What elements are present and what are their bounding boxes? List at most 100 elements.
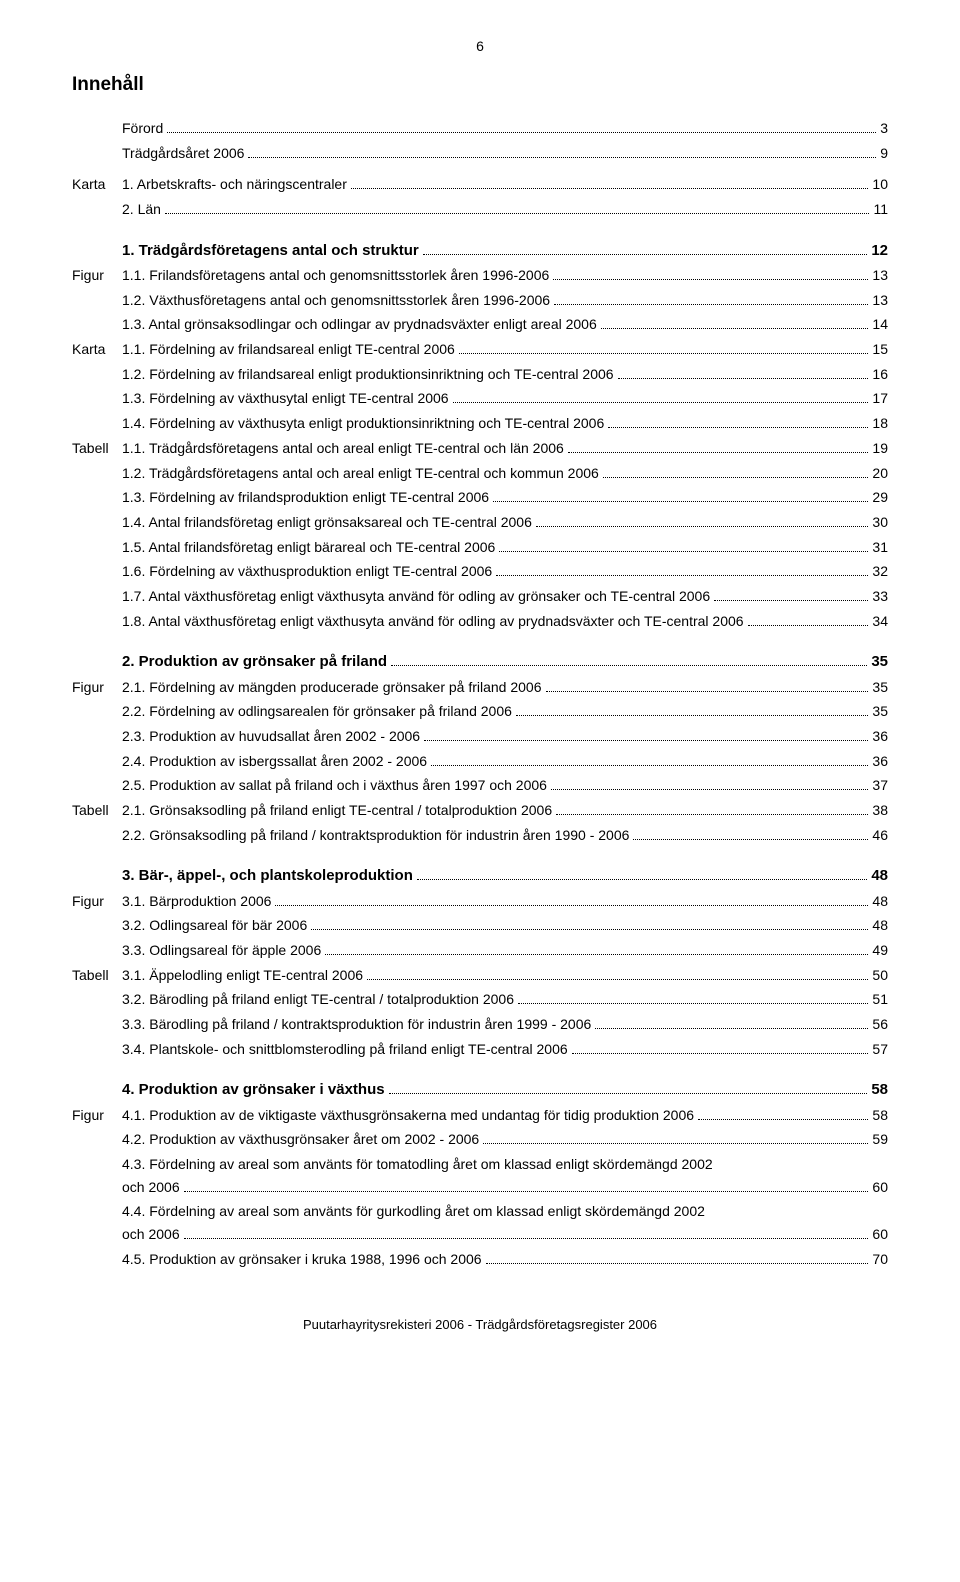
entry-text: 2.1. Fördelning av mängden producerade g…: [122, 677, 542, 699]
toc-sections: 1. Trädgårdsföretagens antal och struktu…: [72, 239, 888, 1271]
leader-dots: [496, 575, 868, 576]
toc-entry: Figur1.1. Frilandsföretagens antal och g…: [72, 265, 888, 287]
entry-page: 35: [872, 677, 888, 699]
toc-entry: 1.2. Fördelning av frilandsareal enligt …: [72, 364, 888, 386]
toc-entry: 1.3. Antal grönsaksodlingar och odlingar…: [72, 314, 888, 336]
entry-page: 16: [872, 364, 888, 386]
section-heading: 1. Trädgårdsföretagens antal och struktu…: [72, 239, 888, 262]
toc-entry: 1.4. Fördelning av växthusyta enligt pro…: [72, 413, 888, 435]
toc-entry: 3.3. Bärodling på friland / kontraktspro…: [72, 1014, 888, 1036]
entry-page: 37: [872, 775, 888, 797]
entry-page: 12: [871, 239, 888, 262]
leader-dots: [556, 814, 868, 815]
toc-entry: 2. Län 11: [72, 199, 888, 221]
leader-dots: [325, 954, 868, 955]
leader-dots: [714, 600, 868, 601]
toc-section: 3. Bär-, äppel-, och plantskoleproduktio…: [72, 864, 888, 1060]
entry-page: 15: [872, 339, 888, 361]
entry-page: 11: [873, 199, 888, 221]
toc-entry: 4.2. Produktion av växthusgrönsaker året…: [72, 1129, 888, 1151]
entry-page: 19: [872, 438, 888, 460]
entry-page: 38: [872, 800, 888, 822]
toc-entry: 4.5. Produktion av grönsaker i kruka 198…: [72, 1249, 888, 1271]
toc-entry: 1.6. Fördelning av växthusproduktion enl…: [72, 561, 888, 583]
leader-dots: [275, 905, 868, 906]
entry-text: 3.2. Bärodling på friland enligt TE-cent…: [122, 989, 514, 1011]
toc-entry: 1.5. Antal frilandsföretag enligt bärare…: [72, 537, 888, 559]
entry-page: 29: [872, 487, 888, 509]
entry-text: 3.3. Bärodling på friland / kontraktspro…: [122, 1014, 591, 1036]
entry-page: 70: [872, 1249, 888, 1271]
entry-prefix: Figur: [72, 891, 122, 913]
toc-entry: Trädgårdsåret 2006 9: [72, 143, 888, 165]
leader-dots: [633, 839, 868, 840]
entry-text: 1. Arbetskrafts- och näringscentraler: [122, 174, 347, 196]
toc-entry: 3.2. Odlingsareal för bär 2006 48: [72, 915, 888, 937]
entry-page: 49: [872, 940, 888, 962]
entry-text: 1.2. Fördelning av frilandsareal enligt …: [122, 364, 614, 386]
entry-page: 60: [872, 1224, 888, 1246]
entry-page: 34: [872, 611, 888, 633]
entry-text: 1.3. Fördelning av växthusytal enligt TE…: [122, 388, 449, 410]
leader-dots: [391, 665, 867, 666]
toc-entry: 1.8. Antal växthusföretag enligt växthus…: [72, 611, 888, 633]
entry-page: 58: [871, 1078, 888, 1101]
entry-prefix: Karta: [72, 174, 122, 196]
leader-dots: [311, 929, 868, 930]
entry-page: 35: [871, 650, 888, 673]
toc-entry: Karta1.1. Fördelning av frilandsareal en…: [72, 339, 888, 361]
entry-page: 35: [872, 701, 888, 723]
leader-dots: [431, 765, 868, 766]
leader-dots: [493, 501, 868, 502]
document-title: Innehåll: [72, 74, 888, 96]
entry-text: Trädgårdsåret 2006: [122, 143, 244, 165]
entry-text: 3. Bär-, äppel-, och plantskoleproduktio…: [122, 864, 413, 887]
entry-text: 1.8. Antal växthusföretag enligt växthus…: [122, 611, 744, 633]
entry-text: 3.1. Bärproduktion 2006: [122, 891, 271, 913]
leader-dots: [536, 526, 869, 527]
entry-page: 32: [872, 561, 888, 583]
entry-text: 3.3. Odlingsareal för äpple 2006: [122, 940, 321, 962]
toc-entry: 2.4. Produktion av isbergssallat åren 20…: [72, 751, 888, 773]
entry-page: 51: [872, 989, 888, 1011]
entry-text: 2.5. Produktion av sallat på friland och…: [122, 775, 547, 797]
entry-text: 3.2. Odlingsareal för bär 2006: [122, 915, 307, 937]
entry-page: 36: [872, 751, 888, 773]
toc-section: 2. Produktion av grönsaker på friland 35…: [72, 650, 888, 846]
leader-dots: [518, 1003, 868, 1004]
leader-dots: [486, 1263, 869, 1264]
entry-page: 14: [872, 314, 888, 336]
entry-prefix: Figur: [72, 265, 122, 287]
leader-dots: [248, 157, 876, 158]
entry-text: 2.3. Produktion av huvudsallat åren 2002…: [122, 726, 420, 748]
toc-entry: 1.3. Fördelning av växthusytal enligt TE…: [72, 388, 888, 410]
toc-entry: Figur2.1. Fördelning av mängden producer…: [72, 677, 888, 699]
toc-section: 1. Trädgårdsföretagens antal och struktu…: [72, 239, 888, 633]
leader-dots: [595, 1028, 868, 1029]
toc-entry: 4.3. Fördelning av areal som använts för…: [72, 1154, 888, 1176]
entry-text: 1.2. Trädgårdsföretagens antal och areal…: [122, 463, 599, 485]
section-heading: 3. Bär-, äppel-, och plantskoleproduktio…: [72, 864, 888, 887]
leader-dots: [184, 1191, 869, 1192]
toc-entry: Tabell1.1. Trädgårdsföretagens antal och…: [72, 438, 888, 460]
leader-dots: [351, 188, 869, 189]
entry-page: 33: [872, 586, 888, 608]
leader-dots: [453, 402, 869, 403]
leader-dots: [423, 254, 868, 255]
entry-text: 4.1. Produktion av de viktigaste växthus…: [122, 1105, 694, 1127]
entry-page: 36: [872, 726, 888, 748]
entry-text: 1.3. Fördelning av frilandsproduktion en…: [122, 487, 489, 509]
toc-entry: 1.7. Antal växthusföretag enligt växthus…: [72, 586, 888, 608]
entry-page: 50: [872, 965, 888, 987]
leader-dots: [551, 789, 868, 790]
entry-text: 2. Län: [122, 199, 161, 221]
toc-entry: Figur3.1. Bärproduktion 2006 48: [72, 891, 888, 913]
toc-entry: 4.4. Fördelning av areal som använts för…: [72, 1201, 888, 1223]
leader-dots: [167, 132, 876, 133]
toc-entry: 1.2. Trädgårdsföretagens antal och areal…: [72, 463, 888, 485]
leader-dots: [601, 328, 869, 329]
leader-dots: [568, 452, 869, 453]
entry-text: och 2006: [122, 1224, 180, 1246]
entry-page: 9: [880, 143, 888, 165]
toc-section: 4. Produktion av grönsaker i växthus 58F…: [72, 1078, 888, 1270]
